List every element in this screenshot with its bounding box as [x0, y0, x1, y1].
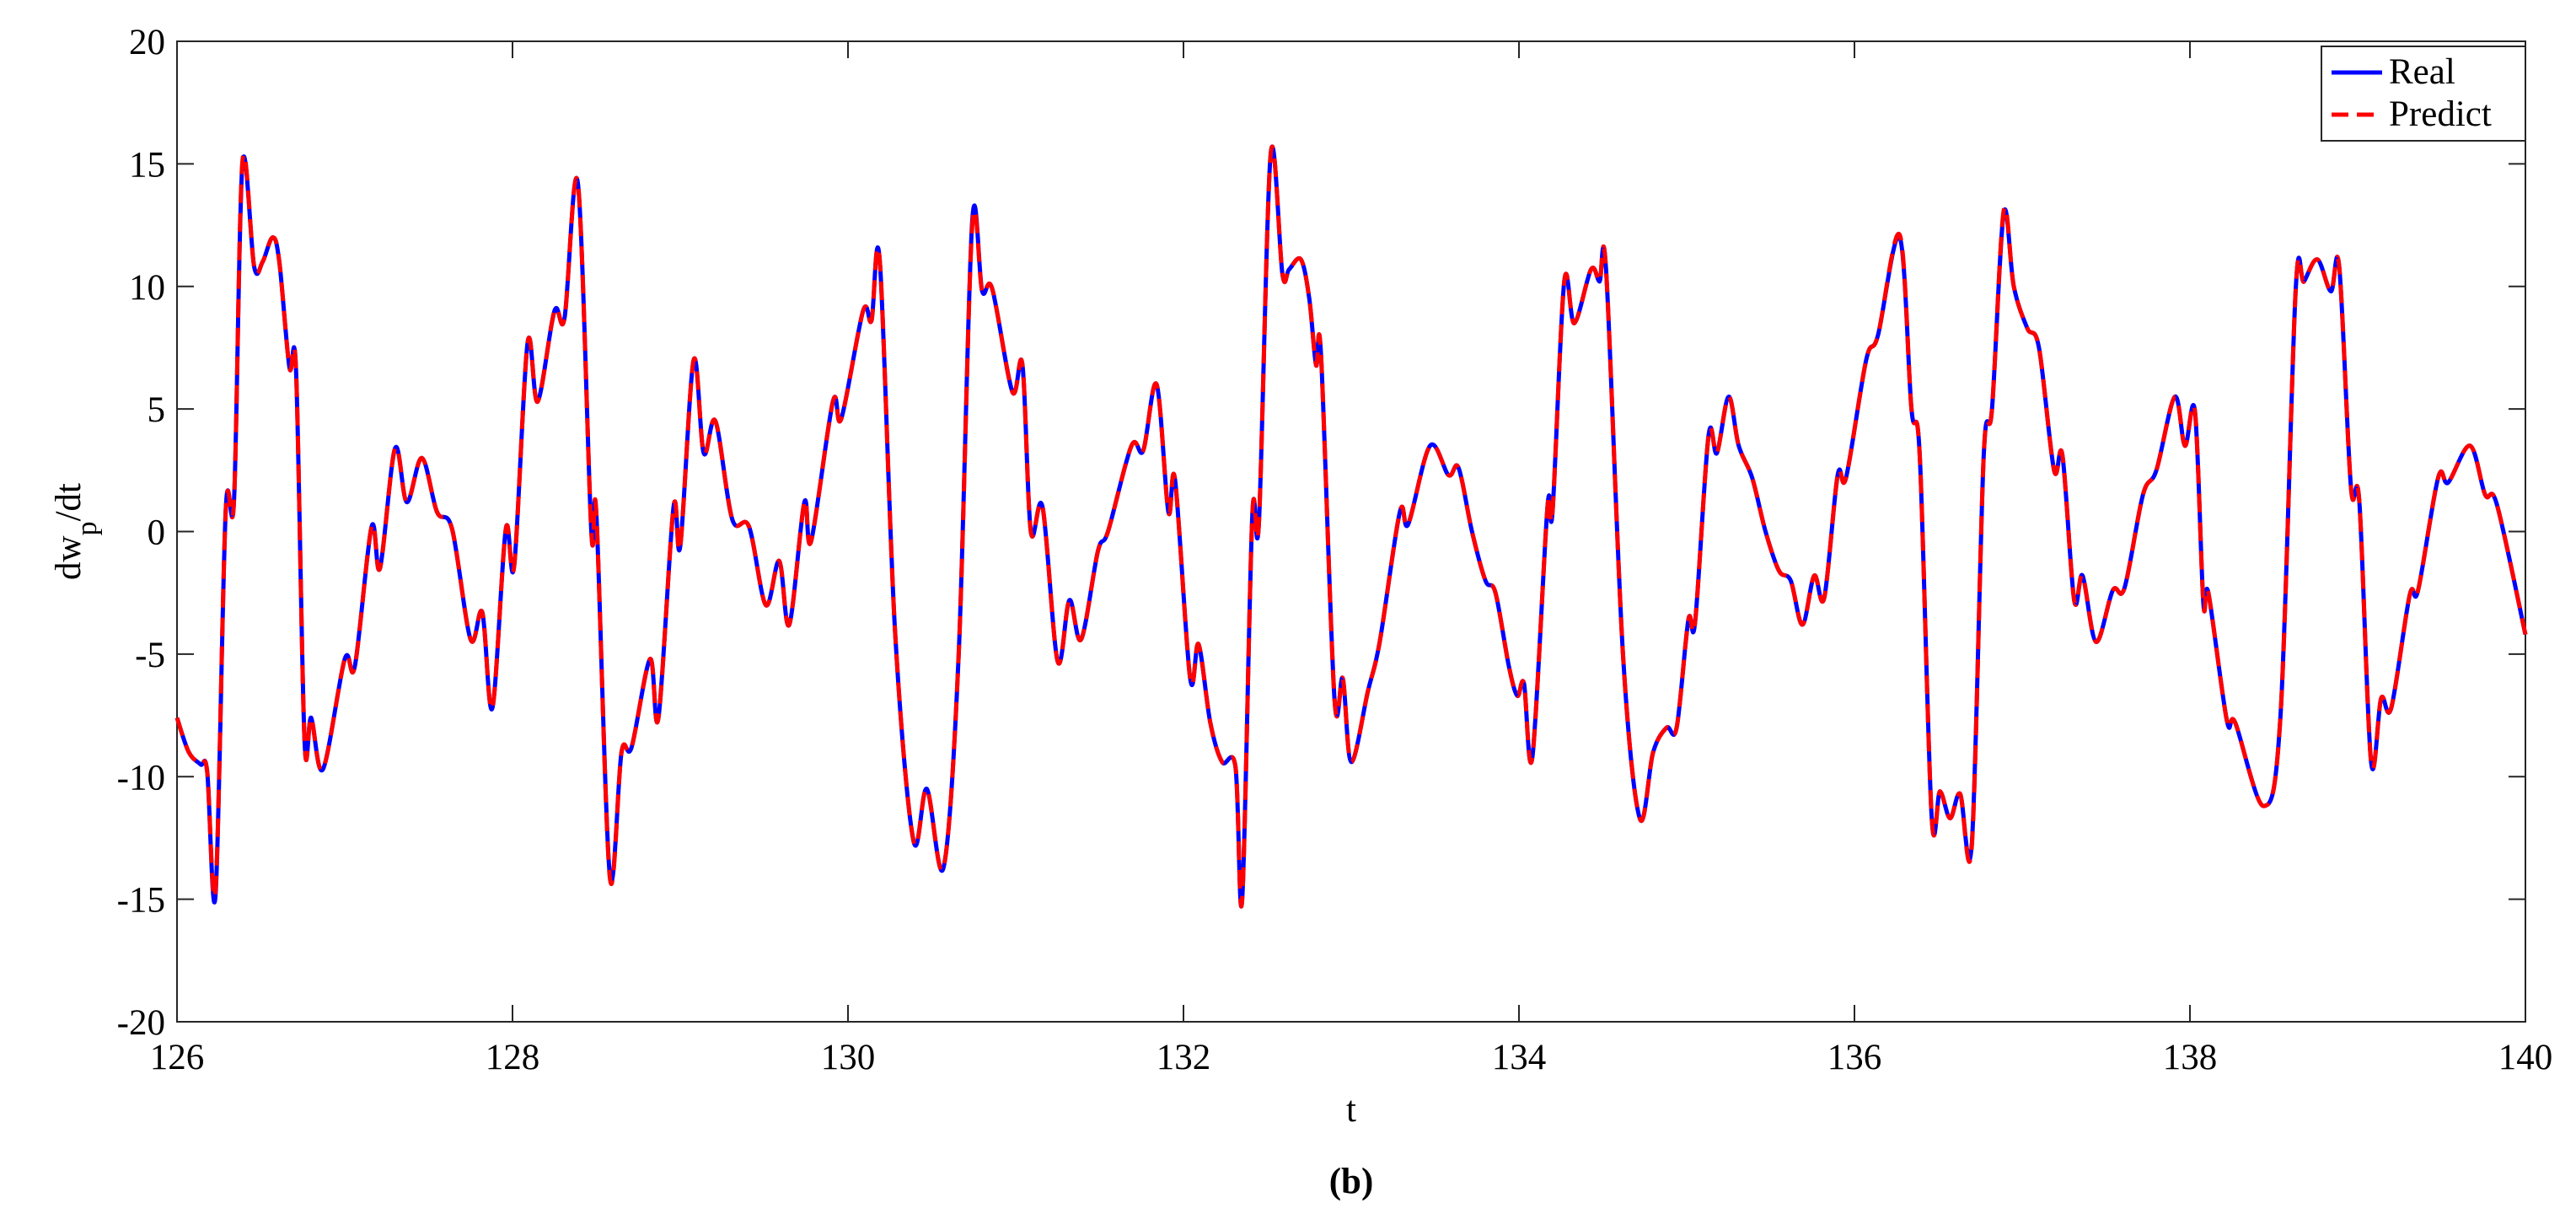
legend-label: Predict	[2389, 94, 2492, 134]
legend-label: Real	[2389, 52, 2455, 92]
caption: (b)	[1329, 1162, 1374, 1201]
x-tick-label: 128	[486, 1038, 540, 1077]
x-tick-label: 134	[1492, 1038, 1547, 1077]
x-tick-label: 130	[821, 1038, 876, 1077]
x-axis-label: t	[1346, 1090, 1356, 1130]
series-line	[174, 144, 2528, 909]
y-axis-label-part: dw	[49, 535, 89, 580]
y-tick-label: 15	[129, 145, 165, 185]
y-tick-label: 5	[148, 390, 166, 430]
y-tick-label: -5	[135, 636, 165, 675]
y-tick-label: 20	[129, 23, 165, 62]
x-tick-label: 138	[2163, 1038, 2218, 1077]
y-axis-label: dwp/dt	[49, 483, 103, 580]
x-tick-label: 126	[150, 1038, 205, 1077]
x-tick-label: 140	[2498, 1038, 2553, 1077]
y-tick-label: -10	[117, 758, 165, 798]
y-tick-label: -20	[117, 1003, 165, 1043]
y-tick-label: 10	[129, 268, 165, 308]
y-tick-label: 0	[148, 513, 166, 553]
legend-box	[2321, 46, 2526, 142]
x-tick-label: 136	[1827, 1038, 1882, 1077]
y-axis-label-part: /dt	[49, 483, 89, 521]
y-tick-label: -15	[117, 881, 165, 921]
plot-area	[176, 40, 2526, 1023]
y-axis-label-part: p	[72, 521, 103, 535]
x-tick-label: 132	[1157, 1038, 1211, 1077]
